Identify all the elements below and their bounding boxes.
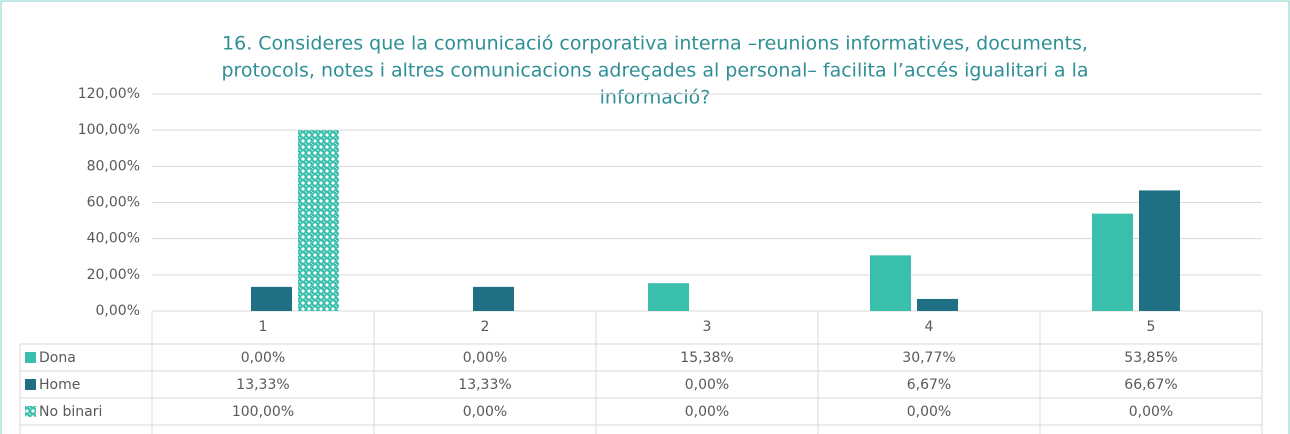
y-tick-label: 40,00% xyxy=(87,231,140,247)
bar xyxy=(917,298,958,311)
y-tick-label: 100,00% xyxy=(78,122,140,138)
bar xyxy=(251,286,292,311)
bar xyxy=(870,255,911,311)
x-tick-label: 3 xyxy=(703,319,712,335)
bar xyxy=(1139,190,1180,311)
table-cell: 6,67% xyxy=(907,377,951,393)
legend-label: Home xyxy=(39,377,80,393)
legend-key xyxy=(25,406,36,417)
legend-label: Dona xyxy=(39,350,76,366)
table-cell: 0,00% xyxy=(463,404,507,420)
table-cell: 0,00% xyxy=(463,350,507,366)
bar xyxy=(473,286,514,311)
table-cell: 53,85% xyxy=(1124,350,1177,366)
y-tick-label: 120,00% xyxy=(78,86,140,102)
table-cell: 30,77% xyxy=(902,350,955,366)
legend-key xyxy=(25,352,36,363)
y-tick-label: 80,00% xyxy=(87,158,140,174)
bar xyxy=(648,283,689,311)
table-cell: 0,00% xyxy=(1129,404,1173,420)
bar xyxy=(298,130,339,311)
bar xyxy=(1092,213,1133,311)
y-tick-label: 60,00% xyxy=(87,195,140,211)
x-tick-label: 4 xyxy=(925,319,934,335)
x-tick-label: 2 xyxy=(481,319,490,335)
table-cell: 13,33% xyxy=(236,377,289,393)
table-cell: 0,00% xyxy=(907,404,951,420)
table-cell: 0,00% xyxy=(685,377,729,393)
x-tick-label: 5 xyxy=(1147,319,1156,335)
legend-key xyxy=(25,379,36,390)
chart-title: 16. Consideres que la comunicació corpor… xyxy=(222,33,1088,55)
chart-title: informació? xyxy=(600,87,711,109)
y-tick-label: 0,00% xyxy=(96,303,140,319)
table-cell: 66,67% xyxy=(1124,377,1177,393)
table-cell: 100,00% xyxy=(232,404,294,420)
table-cell: 0,00% xyxy=(685,404,729,420)
chart-title: protocols, notes i altres comunicacions … xyxy=(221,60,1088,82)
legend-label: No binari xyxy=(39,404,102,420)
table-cell: 0,00% xyxy=(241,350,285,366)
table-cell: 13,33% xyxy=(458,377,511,393)
table-cell: 15,38% xyxy=(680,350,733,366)
x-tick-label: 1 xyxy=(259,319,268,335)
y-tick-label: 20,00% xyxy=(87,267,140,283)
